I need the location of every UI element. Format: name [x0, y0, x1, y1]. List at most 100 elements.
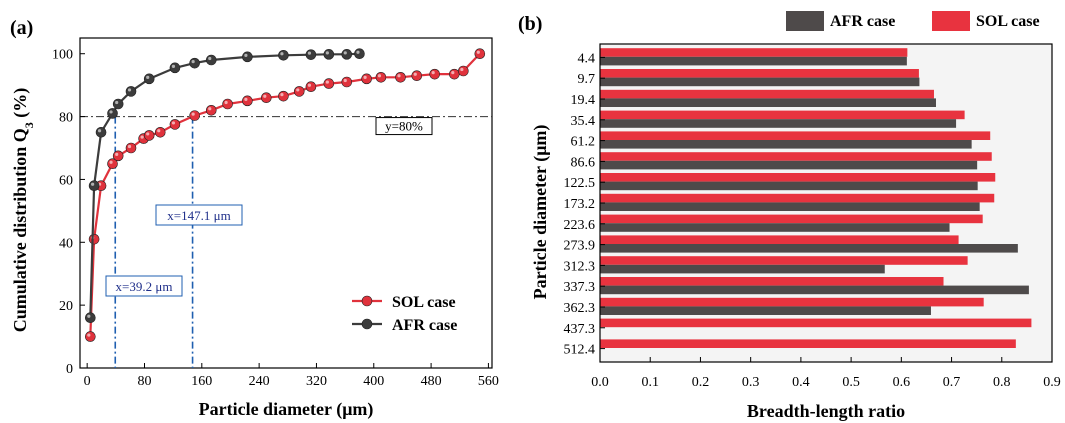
sol-case-point [154, 126, 166, 138]
y-tick-label: 173.2 [564, 197, 596, 212]
sol-case-point-highlight [224, 100, 228, 105]
sol-case-point-highlight [171, 121, 176, 125]
afr-case-point-highlight [109, 110, 113, 114]
panel-b: (b) 0.0 0.1 0.2 0.3 0.4 0.5 0.6 0.7 0.8 0.9 4.4 9.… [518, 11, 1061, 421]
afr-case-point [107, 108, 118, 119]
sol-case-point-highlight [115, 152, 119, 156]
afr-case-point-highlight [356, 50, 360, 54]
x-tick-label: 400 [363, 374, 384, 389]
panel-a-x-ticks: 0 80 160 240 320 400 480 560 [84, 363, 499, 389]
sol-case-line [89, 52, 481, 337]
x-tick-label: 160 [191, 374, 212, 389]
sol-case-point [458, 65, 469, 77]
sol-case-point [112, 150, 124, 162]
sol-case-point-highlight [146, 132, 150, 136]
legend-marker [361, 295, 373, 307]
sol-case-point-highlight [296, 88, 300, 92]
sol-case-point [260, 92, 272, 104]
sol-case-point-highlight [325, 80, 329, 84]
afr-case-bar [600, 202, 980, 211]
sol-case-point [449, 68, 460, 80]
afr-case-point-highlight [91, 182, 95, 186]
sol-case-point [341, 76, 353, 88]
afr-case-bar [600, 56, 907, 66]
panel-a-plot-frame [79, 37, 493, 369]
sol-case-bar [600, 193, 995, 203]
afr-case-point [305, 49, 317, 60]
afr-case-point [323, 49, 335, 60]
afr-case-point [169, 62, 181, 74]
x-tick-label: 0.2 [692, 375, 710, 390]
panel-b-legend: AFR case SOL case [786, 11, 1040, 31]
panel-b-y-ticks: 4.4 9.7 19.4 35.4 61.2 86.6 122.5 173.2 223.6 273… [564, 51, 605, 358]
y-tick-label: 512.4 [564, 343, 596, 358]
x-tick-label: 0.1 [641, 375, 659, 390]
y-tick-label: 273.9 [564, 239, 596, 254]
sol-case-point [395, 71, 406, 83]
legend-marker [361, 318, 373, 330]
sol-case-point-highlight [451, 71, 455, 75]
sol-case-point-highlight [476, 50, 480, 54]
marker-label: x=39.2 μm [116, 279, 173, 294]
afr-case-point [85, 312, 96, 324]
y-axis-label-main: Cumulative distribution Q [10, 128, 30, 332]
sol-case-bar [600, 89, 934, 99]
y-tick-label: 9.7 [578, 72, 596, 87]
sol-case-point [278, 90, 289, 102]
x-tick-label: 0.7 [943, 375, 961, 390]
afr-case-bar [600, 119, 957, 128]
sol-case-point [222, 98, 233, 110]
sol-case-point-highlight [280, 93, 284, 97]
sol-case-bar [600, 110, 965, 120]
sol-case-point [88, 233, 100, 245]
afr-case-bar [600, 140, 972, 149]
sol-case-bar [600, 235, 959, 244]
afr-case-point [354, 48, 365, 60]
afr-case-point [341, 49, 353, 60]
panel-b-x-axis-label: Breadth-length ratio [747, 401, 905, 421]
x-tick-label: 0.9 [1043, 375, 1061, 390]
afr-case-point-highlight [115, 100, 119, 105]
legend-label-sol: SOL case [976, 13, 1040, 30]
sol-case-point [85, 331, 96, 342]
afr-case-point-highlight [171, 64, 176, 68]
y-tick-label: 223.6 [564, 218, 596, 233]
afr-case-point-highlight [244, 53, 248, 57]
sol-case-point-highlight [109, 160, 113, 164]
afr-case-bar [600, 285, 1029, 295]
sol-case-bar [600, 173, 996, 182]
sol-case-point [305, 81, 317, 93]
sol-case-point-highlight [140, 135, 144, 139]
x-tick-label: 0.8 [993, 375, 1011, 390]
afr-case-point [278, 49, 289, 61]
sol-case-point [125, 142, 137, 154]
sol-case-bar [600, 214, 983, 224]
afr-case-point-highlight [280, 52, 284, 56]
sol-case-point [169, 119, 181, 130]
x-tick-label: 0.0 [591, 375, 609, 390]
y-tick-label: 337.3 [564, 280, 596, 295]
afr-case-point [125, 86, 137, 97]
sol-case-point-highlight [413, 72, 417, 76]
afr-case-point [112, 98, 124, 110]
y-tick-label: 100 [52, 48, 73, 63]
y-tick-label: 60 [59, 173, 73, 188]
sol-case-point-highlight [244, 97, 248, 101]
y-axis-label-unit: (%) [10, 88, 31, 123]
x-tick-label: 0.3 [742, 375, 760, 390]
sol-case-bar [600, 48, 908, 57]
panel-a-legend: SOL case AFR case [352, 294, 457, 334]
afr-case-point-highlight [343, 51, 347, 55]
sol-case-bar [600, 256, 968, 265]
panel-a-label: (a) [10, 17, 33, 39]
legend-swatch-afr [786, 11, 824, 31]
reference-line-label: y=80% [385, 119, 423, 134]
sol-case-point-highlight [460, 67, 464, 72]
afr-case-bar [600, 181, 978, 191]
afr-case-series [85, 48, 365, 324]
panel-b-bars [600, 48, 1032, 348]
y-tick-label: 61.2 [571, 135, 596, 150]
x-tick-label: 0.4 [792, 375, 810, 390]
sol-case-point-highlight [157, 129, 161, 133]
